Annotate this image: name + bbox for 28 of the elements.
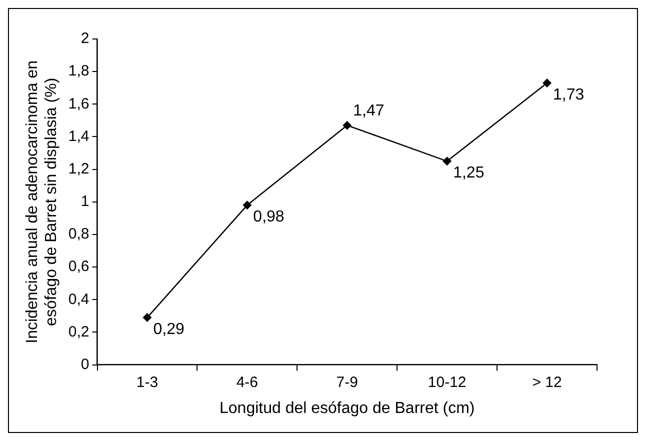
y-tick-label: 0,4 xyxy=(68,290,90,308)
y-tick-label: 2 xyxy=(80,30,90,48)
point xyxy=(342,120,352,130)
y-axis-title: Incidencia anual de adenocarcinoma en esófago de Barret sin displasia (%) xyxy=(24,60,60,344)
data-label: 1,47 xyxy=(353,102,384,120)
y-tick-label: 1 xyxy=(80,193,90,210)
data-label: 1,73 xyxy=(553,86,584,104)
x-tick-label: 10-12 xyxy=(428,374,466,391)
x-tick-label: 4-6 xyxy=(236,374,258,391)
data-label: 1,25 xyxy=(453,164,484,182)
point xyxy=(242,200,252,210)
x-tick-label: 7-9 xyxy=(336,374,358,391)
x-tick-label: 1-3 xyxy=(136,374,158,391)
y-tick-label: 0,2 xyxy=(68,323,90,340)
point xyxy=(442,156,452,166)
y-tick-label: 1,2 xyxy=(68,160,90,178)
y-tick-label: 0,6 xyxy=(68,258,90,276)
y-tick-label: 1,8 xyxy=(68,62,90,80)
y-tick-label: 1,6 xyxy=(68,95,90,112)
point xyxy=(542,78,552,88)
y-tick-label: 0,8 xyxy=(68,226,90,243)
data-label: 0,29 xyxy=(153,320,184,338)
data-label: 0,98 xyxy=(253,208,284,226)
x-axis-title: Longitud del esófago de Barret (cm) xyxy=(219,400,475,417)
point xyxy=(142,313,152,322)
x-tick-label: > 12 xyxy=(532,374,562,391)
y-tick-label: 1,4 xyxy=(68,128,90,145)
y-tick-label: 0 xyxy=(80,356,90,373)
